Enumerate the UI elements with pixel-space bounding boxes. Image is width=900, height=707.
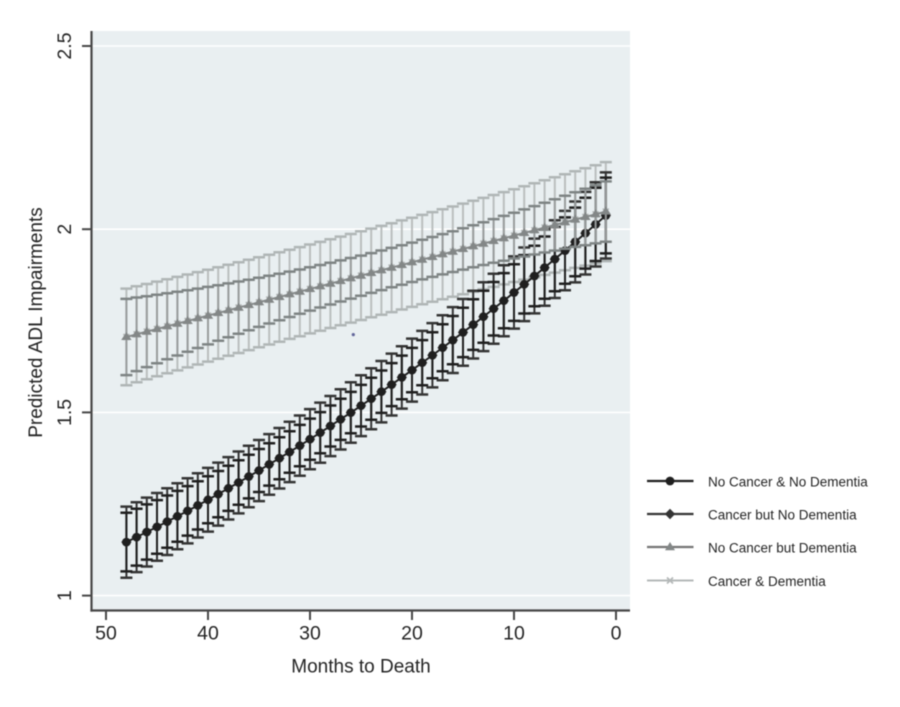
svg-text:10: 10	[503, 623, 525, 645]
svg-text:30: 30	[299, 623, 321, 645]
svg-text:Months to Death: Months to Death	[291, 657, 430, 678]
svg-text:20: 20	[401, 623, 423, 645]
svg-text:Cancer & Dementia: Cancer & Dementia	[708, 574, 826, 589]
svg-text:1: 1	[54, 590, 76, 601]
svg-text:2.5: 2.5	[54, 32, 76, 59]
svg-text:Cancer but No Dementia: Cancer but No Dementia	[708, 508, 857, 523]
svg-text:Predicted ADL Impairments: Predicted ADL Impairments	[26, 207, 47, 438]
svg-text:50: 50	[95, 623, 117, 645]
svg-text:No Cancer but Dementia: No Cancer but Dementia	[708, 541, 857, 556]
svg-text:2: 2	[54, 224, 76, 235]
svg-text:1.5: 1.5	[54, 399, 76, 426]
svg-text:40: 40	[197, 623, 219, 645]
svg-text:No Cancer & No Dementia: No Cancer & No Dementia	[708, 475, 868, 490]
svg-text:0: 0	[611, 623, 622, 645]
